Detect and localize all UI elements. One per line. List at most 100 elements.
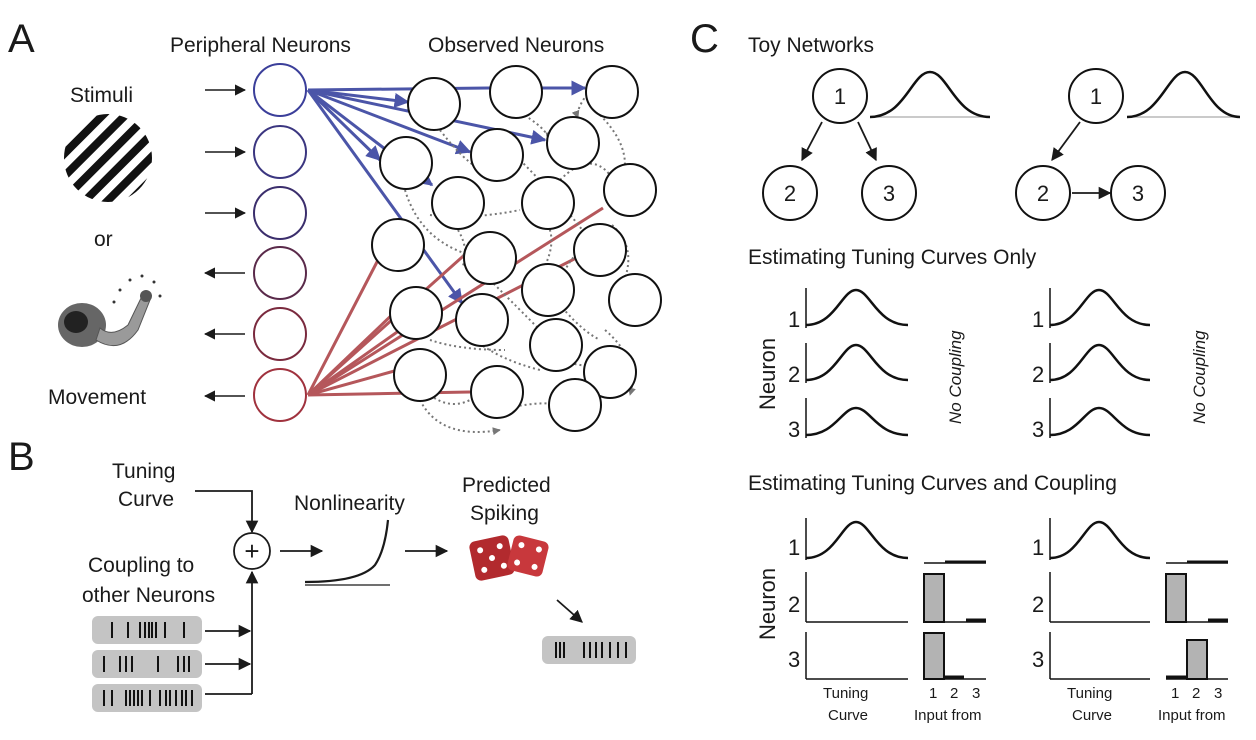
observed-neuron (546, 116, 600, 170)
toy-node (861, 165, 917, 221)
input-tick: 1 (1171, 685, 1179, 702)
toy-node-label: 2 (784, 181, 796, 206)
toy-node (812, 68, 868, 124)
nonlinearity-label: Nonlinearity (294, 492, 405, 515)
row-label: 3 (1032, 417, 1044, 442)
toy-node (762, 165, 818, 221)
input-tick: 2 (950, 685, 958, 702)
no-coupling-label: No Coupling (946, 330, 965, 424)
tuning-coupling-left: Neuron 1 2 3 Tuning Curve 1 (755, 518, 986, 724)
tuning-curve-axis-label: Curve (828, 707, 868, 724)
observed-neuron (389, 286, 443, 340)
arm-movement-icon (58, 274, 162, 347)
observed-neuron (603, 163, 657, 217)
observed-neuron (407, 77, 461, 131)
coupling-label-1: Coupling to (88, 554, 194, 577)
input-arrows (203, 84, 247, 402)
row-label: 3 (788, 417, 800, 442)
peripheral-neuron (253, 307, 307, 361)
tuning-curves (1049, 288, 1151, 437)
tuning-curve (805, 520, 909, 560)
toy-node-label: 3 (883, 181, 895, 206)
observed-neuron (455, 293, 509, 347)
observed-neuron (529, 318, 583, 372)
tuning-curve-axis-label: Tuning (823, 685, 868, 702)
observed-neuron (548, 378, 602, 432)
spike-train-box (92, 616, 202, 644)
tuning-coupling-right: 1 2 3 Tuning Curve 1 2 3 I (1032, 518, 1228, 724)
tuning-curve-axis-label: Tuning (1067, 685, 1112, 702)
coupling-bars (1165, 560, 1228, 680)
input-tick: 3 (972, 685, 980, 702)
row-label: 2 (788, 592, 800, 617)
spike-train-box (92, 684, 202, 712)
coupling-bar (1186, 639, 1208, 680)
coupling-bar (923, 632, 945, 680)
observed-neuron (431, 176, 485, 230)
input-tick: 2 (1192, 685, 1200, 702)
observed-neuron (583, 345, 637, 399)
toy-tuning-curve (1126, 70, 1241, 119)
observed-neuron (393, 348, 447, 402)
or-label: or (94, 228, 113, 251)
toy-node-label: 3 (1132, 181, 1144, 206)
toy-network-left: 1 2 3 (762, 68, 991, 221)
toy-tuning-curve (869, 70, 991, 119)
row-label: 2 (1032, 592, 1044, 617)
estimating-tuning-only-title: Estimating Tuning Curves Only (748, 246, 1037, 269)
predicted-label-1: Predicted (462, 474, 551, 497)
predicted-label-2: Spiking (470, 502, 539, 525)
toy-node (1015, 165, 1071, 221)
panel-a-letter: A (8, 17, 35, 61)
row-label: 1 (788, 535, 800, 560)
row-label: 2 (788, 362, 800, 387)
coupling-bar (923, 573, 945, 623)
observed-neurons-title: Observed Neurons (428, 34, 604, 57)
observed-neuron (379, 136, 433, 190)
coupling-bars (923, 560, 986, 680)
tuning-curves (805, 288, 909, 437)
observed-neuron (521, 263, 575, 317)
input-from-label: Input from (914, 707, 982, 724)
panel-c: C Toy Networks Estimating Tuning Curves … (690, 17, 1241, 724)
panel-b-letter: B (8, 435, 35, 479)
coupling-spike-trains (92, 616, 202, 712)
panel-a: A Peripheral Neurons Observed Neurons St… (8, 17, 662, 436)
sum-symbol: + (244, 536, 259, 566)
peripheral-neurons (253, 63, 307, 422)
panel-c-letter: C (690, 17, 719, 61)
peripheral-neuron (253, 186, 307, 240)
tuning-curve-label-2: Curve (118, 488, 174, 511)
tuning-curve-route (195, 490, 583, 695)
observed-neuron (585, 65, 639, 119)
stimuli-label: Stimuli (70, 84, 133, 107)
observed-neuron (371, 218, 425, 272)
tuning-only-left: Neuron 1 2 3 No Coupling (755, 288, 965, 442)
observed-neuron (608, 273, 662, 327)
peripheral-neuron (253, 368, 307, 422)
toy-node (1110, 165, 1166, 221)
input-from-label: Input from (1158, 707, 1226, 724)
observed-neuron (489, 65, 543, 119)
toy-node-label: 2 (1037, 181, 1049, 206)
input-tick: 3 (1214, 685, 1222, 702)
movement-label: Movement (48, 386, 146, 409)
observed-neurons (371, 65, 662, 432)
row-label: 1 (1032, 535, 1044, 560)
row-label: 3 (1032, 647, 1044, 672)
toy-node (1068, 68, 1124, 124)
tuning-only-right: 1 2 3 No Coupling (1032, 288, 1209, 442)
row-label: 1 (788, 307, 800, 332)
toy-network-right: 1 2 3 (1015, 68, 1241, 221)
tuning-curve (1049, 520, 1151, 560)
dice-icon (469, 535, 549, 581)
neuron-axis-label: Neuron (755, 568, 780, 640)
peripheral-neuron (253, 246, 307, 300)
toy-node-label: 1 (834, 84, 846, 109)
no-coupling-label: No Coupling (1190, 330, 1209, 424)
row-label: 2 (1032, 362, 1044, 387)
toy-networks-title: Toy Networks (748, 34, 874, 57)
input-tick: 1 (929, 685, 937, 702)
coupling-label-2: other Neurons (82, 584, 215, 607)
